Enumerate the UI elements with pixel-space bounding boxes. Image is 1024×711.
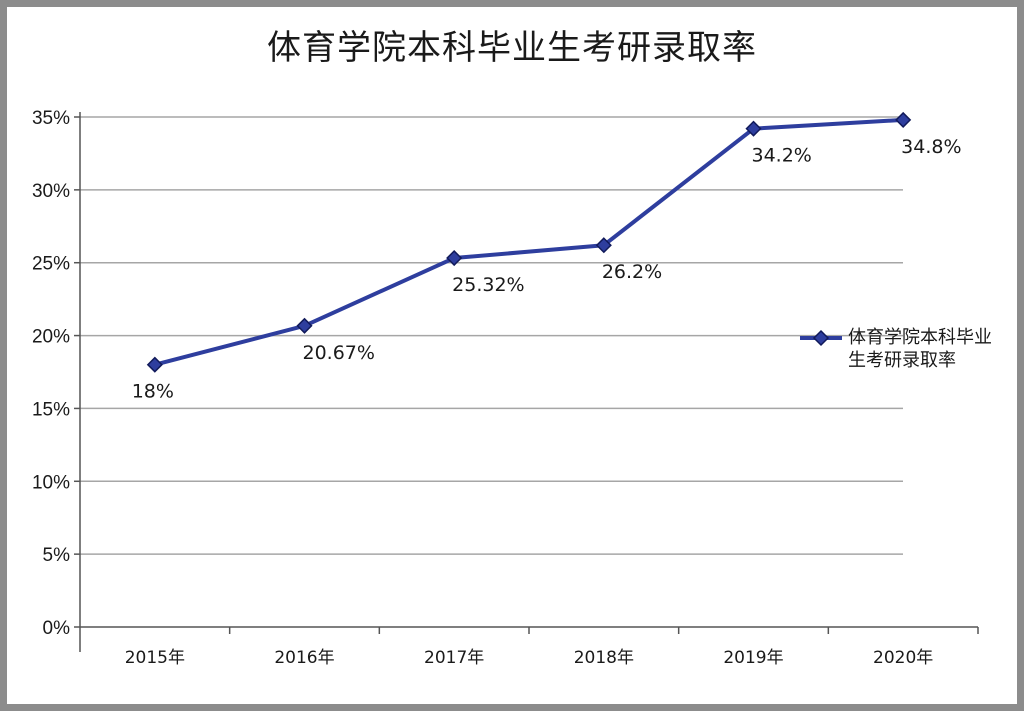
data-point	[146, 356, 163, 373]
data-label: 20.67%	[303, 342, 375, 364]
x-tick-label: 2015年	[125, 648, 185, 668]
y-axis-ticks: 0% 5% 10% 15% 20% 25% 30% 35%	[32, 108, 80, 639]
data-point	[895, 111, 912, 128]
y-tick-label: 10%	[32, 472, 70, 493]
y-tick-label: 5%	[43, 545, 71, 566]
series-line	[154, 117, 904, 367]
legend	[800, 329, 842, 347]
x-tick-label: 2016年	[274, 648, 334, 668]
y-tick-label: 15%	[32, 399, 70, 420]
chart-title: 体育学院本科毕业生考研录取率	[267, 28, 757, 68]
data-label: 34.8%	[901, 136, 961, 158]
legend-marker	[812, 329, 830, 347]
x-tick-label: 2019年	[723, 648, 783, 668]
y-tick-label: 0%	[43, 618, 71, 639]
gridlines	[80, 116, 903, 555]
data-point	[595, 237, 612, 254]
data-label: 18%	[132, 381, 174, 403]
series-line-layer	[146, 111, 912, 373]
y-tick-label: 25%	[32, 254, 70, 275]
axes	[79, 112, 978, 652]
x-tick-label: 2017年	[424, 648, 484, 668]
data-point	[296, 317, 313, 334]
y-tick-label: 20%	[32, 327, 70, 348]
data-point	[745, 120, 762, 137]
x-tick-label: 2018年	[574, 648, 634, 668]
data-labels: 18% 20.67% 25.32% 26.2% 34.2% 34.8%	[132, 136, 962, 403]
y-tick-label: 35%	[32, 108, 70, 129]
x-axis-ticks: 2015年 2016年 2017年 2018年 2019年 2020年	[125, 627, 979, 668]
x-tick-label: 2020年	[873, 648, 933, 668]
data-label: 25.32%	[452, 274, 524, 296]
legend-label: 体育学院本科毕业生考研录取率	[848, 327, 992, 371]
data-label: 34.2%	[752, 145, 812, 167]
y-tick-label: 30%	[32, 181, 70, 202]
data-point	[446, 249, 463, 267]
data-label: 26.2%	[602, 261, 662, 283]
